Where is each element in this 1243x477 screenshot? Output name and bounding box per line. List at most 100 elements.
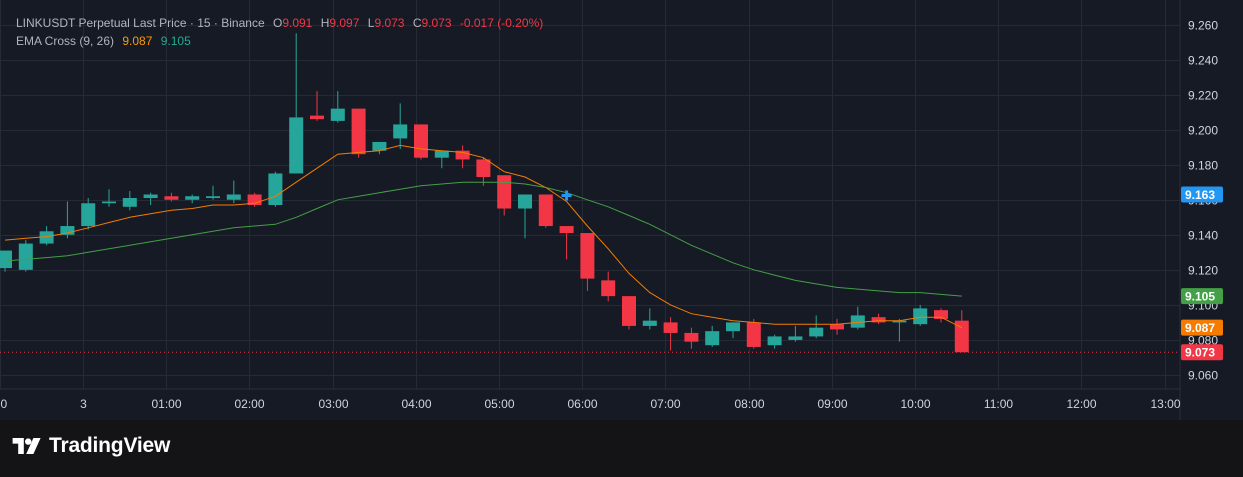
candle-body xyxy=(414,124,428,158)
ohlc-open: O9.091 xyxy=(272,16,313,30)
candlestick-chart[interactable]: 9.2609.2409.2209.2009.1809.1609.1409.120… xyxy=(0,0,1243,420)
ohlc-high: H9.097 xyxy=(320,16,360,30)
x-tick-label: 07:00 xyxy=(650,397,680,411)
x-tick-label: 3 xyxy=(80,397,87,411)
candle xyxy=(830,318,844,335)
price-tag-last-bg xyxy=(1181,344,1223,361)
candle xyxy=(788,325,803,342)
candle xyxy=(351,108,366,158)
candle-body xyxy=(934,310,948,319)
cross-plus-icon xyxy=(561,190,572,201)
tradingview-logo[interactable]: TradingView xyxy=(12,434,170,458)
candle-body xyxy=(830,324,844,330)
candle xyxy=(622,296,636,330)
candle-body xyxy=(434,150,449,158)
candle xyxy=(226,180,241,204)
ohlc-low: L9.073 xyxy=(367,16,405,30)
candle xyxy=(538,194,553,228)
candle-body xyxy=(746,322,761,347)
candle xyxy=(663,317,678,351)
price-tag-ema-slow-label: 9.105 xyxy=(1185,290,1215,304)
price-tag-ema-slow-bg xyxy=(1181,288,1223,305)
candle-body xyxy=(268,173,283,206)
candle xyxy=(60,201,75,239)
candle-body xyxy=(81,203,96,227)
x-tick-label: 10:00 xyxy=(900,397,930,411)
candle xyxy=(601,271,616,302)
chart-panel[interactable]: 9.2609.2409.2209.2009.1809.1609.1409.120… xyxy=(0,0,1243,420)
y-tick-label: 9.140 xyxy=(1188,229,1218,243)
candle-body xyxy=(726,322,740,332)
y-tick-label: 9.060 xyxy=(1188,369,1218,383)
candle-body xyxy=(289,117,304,174)
candle-body xyxy=(39,231,54,244)
candle-body xyxy=(580,233,595,279)
y-tick-label: 9.240 xyxy=(1188,54,1218,68)
x-tick-label: 09:00 xyxy=(817,397,847,411)
candle-body xyxy=(206,196,220,199)
candle-body xyxy=(476,159,491,177)
price-tag-cross-bg xyxy=(1181,186,1223,203)
price-tag-cross: 9.163 xyxy=(1181,186,1223,203)
candle-body xyxy=(164,196,179,200)
candle-body xyxy=(122,198,137,207)
candle-body xyxy=(809,327,824,337)
y-tick-label: 9.180 xyxy=(1188,159,1218,173)
candle-body xyxy=(60,226,75,235)
candle-body xyxy=(310,115,324,120)
candle-body xyxy=(18,243,33,270)
candle-body xyxy=(705,331,720,346)
indicator-legend: EMA Cross (9, 26) 9.087 9.105 xyxy=(16,34,196,49)
candle-body xyxy=(622,296,636,326)
y-tick-label: 9.120 xyxy=(1188,264,1218,278)
candle-body xyxy=(954,320,969,353)
candle-body xyxy=(143,194,158,199)
candle-body xyxy=(663,322,678,333)
candle xyxy=(954,310,969,353)
ohlc-close: C9.073 xyxy=(412,16,452,30)
candle xyxy=(726,322,740,339)
price-tag-ema-fast-bg xyxy=(1181,319,1223,336)
symbol-title[interactable]: LINKUSDT Perpetual Last Price · 15 · Bin… xyxy=(16,16,265,30)
price-tag-ema-fast-label: 9.087 xyxy=(1185,321,1215,335)
x-tick-label: 12:00 xyxy=(1066,397,1096,411)
price-tag-ema-slow: 9.105 xyxy=(1181,288,1223,305)
candle xyxy=(746,318,761,349)
price-tag-last-label: 9.073 xyxy=(1185,346,1215,360)
price-tag-last: 9.073 xyxy=(1181,344,1223,361)
candle xyxy=(705,325,720,347)
candle xyxy=(455,145,470,169)
candle xyxy=(81,198,96,230)
candle-body xyxy=(226,194,241,200)
candle-body xyxy=(788,336,803,340)
candle xyxy=(268,171,283,207)
candle xyxy=(372,141,387,155)
candle-body xyxy=(871,317,886,323)
candle xyxy=(164,192,179,202)
candle xyxy=(206,185,220,200)
candle-body xyxy=(913,308,928,325)
candle xyxy=(122,190,137,211)
price-change: -0.017 (-0.20%) xyxy=(459,16,544,30)
candle-body xyxy=(372,141,387,151)
candle-body xyxy=(497,175,512,209)
candle xyxy=(767,334,782,349)
time-axis[interactable]: 00 3 01:00 02:00 03:00 04:00 05:00 06:00 07:00 08… xyxy=(0,397,1181,411)
candle-body xyxy=(185,196,200,200)
candle-body xyxy=(351,108,366,155)
symbol-legend: LINKUSDT Perpetual Last Price · 15 · Bin… xyxy=(16,16,548,31)
candle-body xyxy=(0,250,12,269)
x-tick-label: 11:00 xyxy=(984,397,1013,411)
candle xyxy=(934,308,948,323)
candle xyxy=(102,189,116,207)
candle-body xyxy=(684,332,699,342)
candle xyxy=(642,308,657,330)
candle xyxy=(310,91,324,121)
indicator-title[interactable]: EMA Cross (9, 26) xyxy=(16,34,115,48)
candle-body xyxy=(892,320,907,323)
candle-body xyxy=(601,280,616,297)
candles-layer xyxy=(0,33,969,353)
price-tags: 9.163 9.105 9.087 9.073 xyxy=(1181,186,1223,361)
candle-body xyxy=(247,194,262,206)
candle xyxy=(871,313,886,325)
